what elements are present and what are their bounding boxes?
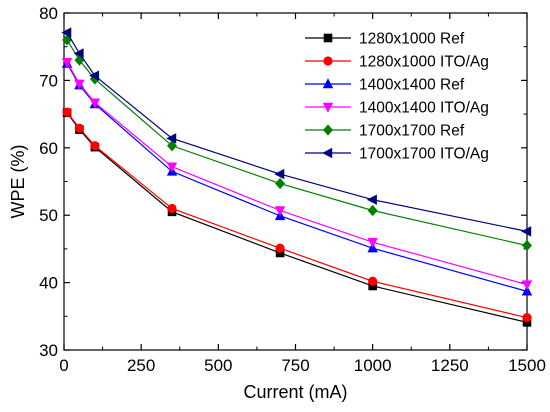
data-point — [275, 177, 286, 190]
y-tick-label: 70 — [39, 71, 58, 90]
data-point — [61, 27, 72, 38]
data-point — [368, 276, 378, 286]
data-point — [522, 239, 532, 252]
data-point — [167, 140, 178, 152]
x-tick-label: 500 — [204, 356, 232, 375]
legend-label: 1700x1700 ITO/Ag — [359, 146, 489, 163]
legend-marker — [323, 33, 333, 43]
x-tick-label: 750 — [281, 356, 309, 375]
x-axis-title: Current (mA) — [243, 382, 347, 402]
data-point — [74, 79, 85, 90]
series-line — [66, 39, 528, 247]
legend-marker — [322, 147, 333, 159]
axes: 0 250 500 750 1000 1250 1500 30 40 50 60 70 80 Curren… — [8, 4, 546, 402]
legend-label: 1280x1000 ITO/Ag — [359, 54, 489, 71]
data-point — [166, 162, 178, 173]
data-point — [368, 281, 377, 291]
x-tick-label: 1000 — [354, 356, 392, 375]
x-tick-label: 250 — [127, 356, 155, 375]
data-point — [61, 58, 73, 69]
legend-marker — [322, 78, 334, 89]
data-point — [366, 194, 377, 205]
data-point — [90, 141, 100, 151]
data-point — [167, 203, 177, 214]
data-point — [73, 48, 84, 59]
y-tick-label: 80 — [39, 4, 58, 23]
series-line — [66, 111, 528, 319]
data-point — [521, 280, 533, 291]
legend: 1280x1000 Ref 1280x1000 ITO/Ag 1400x1400 R… — [305, 31, 489, 163]
legend-marker — [323, 124, 333, 136]
data-point — [367, 204, 378, 217]
series-group — [61, 27, 533, 327]
data-point — [275, 248, 285, 258]
y-tick-label: 60 — [39, 139, 58, 158]
legend-marker — [323, 56, 333, 66]
y-tick-label: 30 — [39, 341, 58, 360]
series-line — [66, 63, 528, 292]
legend-label: 1400x1400 ITO/Ag — [359, 100, 489, 117]
data-point — [74, 123, 85, 133]
data-point — [89, 70, 100, 81]
y-tick-label: 50 — [39, 206, 58, 225]
x-tick-label: 1250 — [431, 356, 469, 375]
data-point — [521, 226, 532, 237]
legend-label: 1700x1700 Ref — [359, 123, 465, 140]
data-point — [275, 243, 285, 253]
legend-marker — [322, 102, 334, 113]
legend-label: 1400x1400 Ref — [359, 77, 465, 94]
legend-label: 1280x1000 Ref — [359, 31, 465, 48]
data-point — [89, 73, 100, 85]
y-axis-title: WPE (%) — [8, 145, 28, 219]
data-point — [367, 237, 378, 248]
data-point — [522, 313, 532, 323]
data-point — [89, 98, 101, 109]
data-point — [522, 318, 532, 327]
data-point — [166, 133, 177, 144]
series-line — [66, 61, 528, 286]
x-tick-label: 1500 — [508, 356, 546, 375]
data-point — [274, 206, 286, 217]
y-tick-label: 40 — [39, 274, 58, 293]
x-tick-label: 0 — [59, 356, 68, 375]
data-point — [521, 285, 533, 296]
data-point — [274, 168, 285, 180]
data-point — [62, 107, 72, 117]
